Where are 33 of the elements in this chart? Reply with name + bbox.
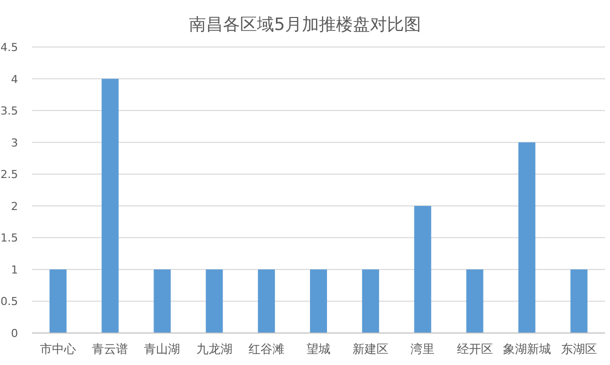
y-tick-label: 0.5: [0, 295, 18, 308]
chart-title: 南昌各区域5月加推楼盘对比图: [189, 15, 421, 35]
bar: [310, 269, 327, 333]
y-tick-label: 2.5: [0, 168, 18, 182]
x-tick-label: 新建区: [352, 342, 389, 356]
bar: [258, 269, 275, 333]
bar: [466, 269, 484, 333]
bar: [414, 206, 432, 333]
x-tick-label: 青山湖: [144, 342, 180, 356]
bar: [206, 269, 223, 333]
bar: [570, 269, 588, 333]
y-tick-label: 4.5: [0, 41, 18, 54]
x-tick-label: 湾里: [410, 342, 435, 356]
y-tick-label: 3: [11, 136, 18, 150]
y-tick-label: 1: [11, 263, 18, 276]
bar: [518, 142, 536, 333]
x-tick-label: 红谷滩: [248, 342, 284, 356]
y-tick-label: 3.5: [0, 104, 18, 118]
x-tick-label: 青云谱: [92, 342, 128, 356]
bar: [362, 269, 380, 333]
y-tick-label: 0: [11, 327, 18, 340]
y-tick-label: 2: [11, 200, 18, 213]
y-tick-label: 4: [11, 72, 18, 86]
x-tick-label: 东湖区: [560, 342, 597, 356]
bar: [102, 78, 119, 333]
bar: [154, 269, 171, 333]
x-tick-label: 象湖新城: [502, 342, 551, 356]
x-tick-label: 市中心: [40, 342, 76, 356]
x-tick-label: 望城: [306, 342, 330, 356]
bar: [50, 269, 67, 333]
x-tick-label: 经开区: [456, 342, 493, 356]
y-tick-label: 1.5: [0, 232, 18, 245]
x-tick-label: 九龙湖: [196, 342, 232, 356]
